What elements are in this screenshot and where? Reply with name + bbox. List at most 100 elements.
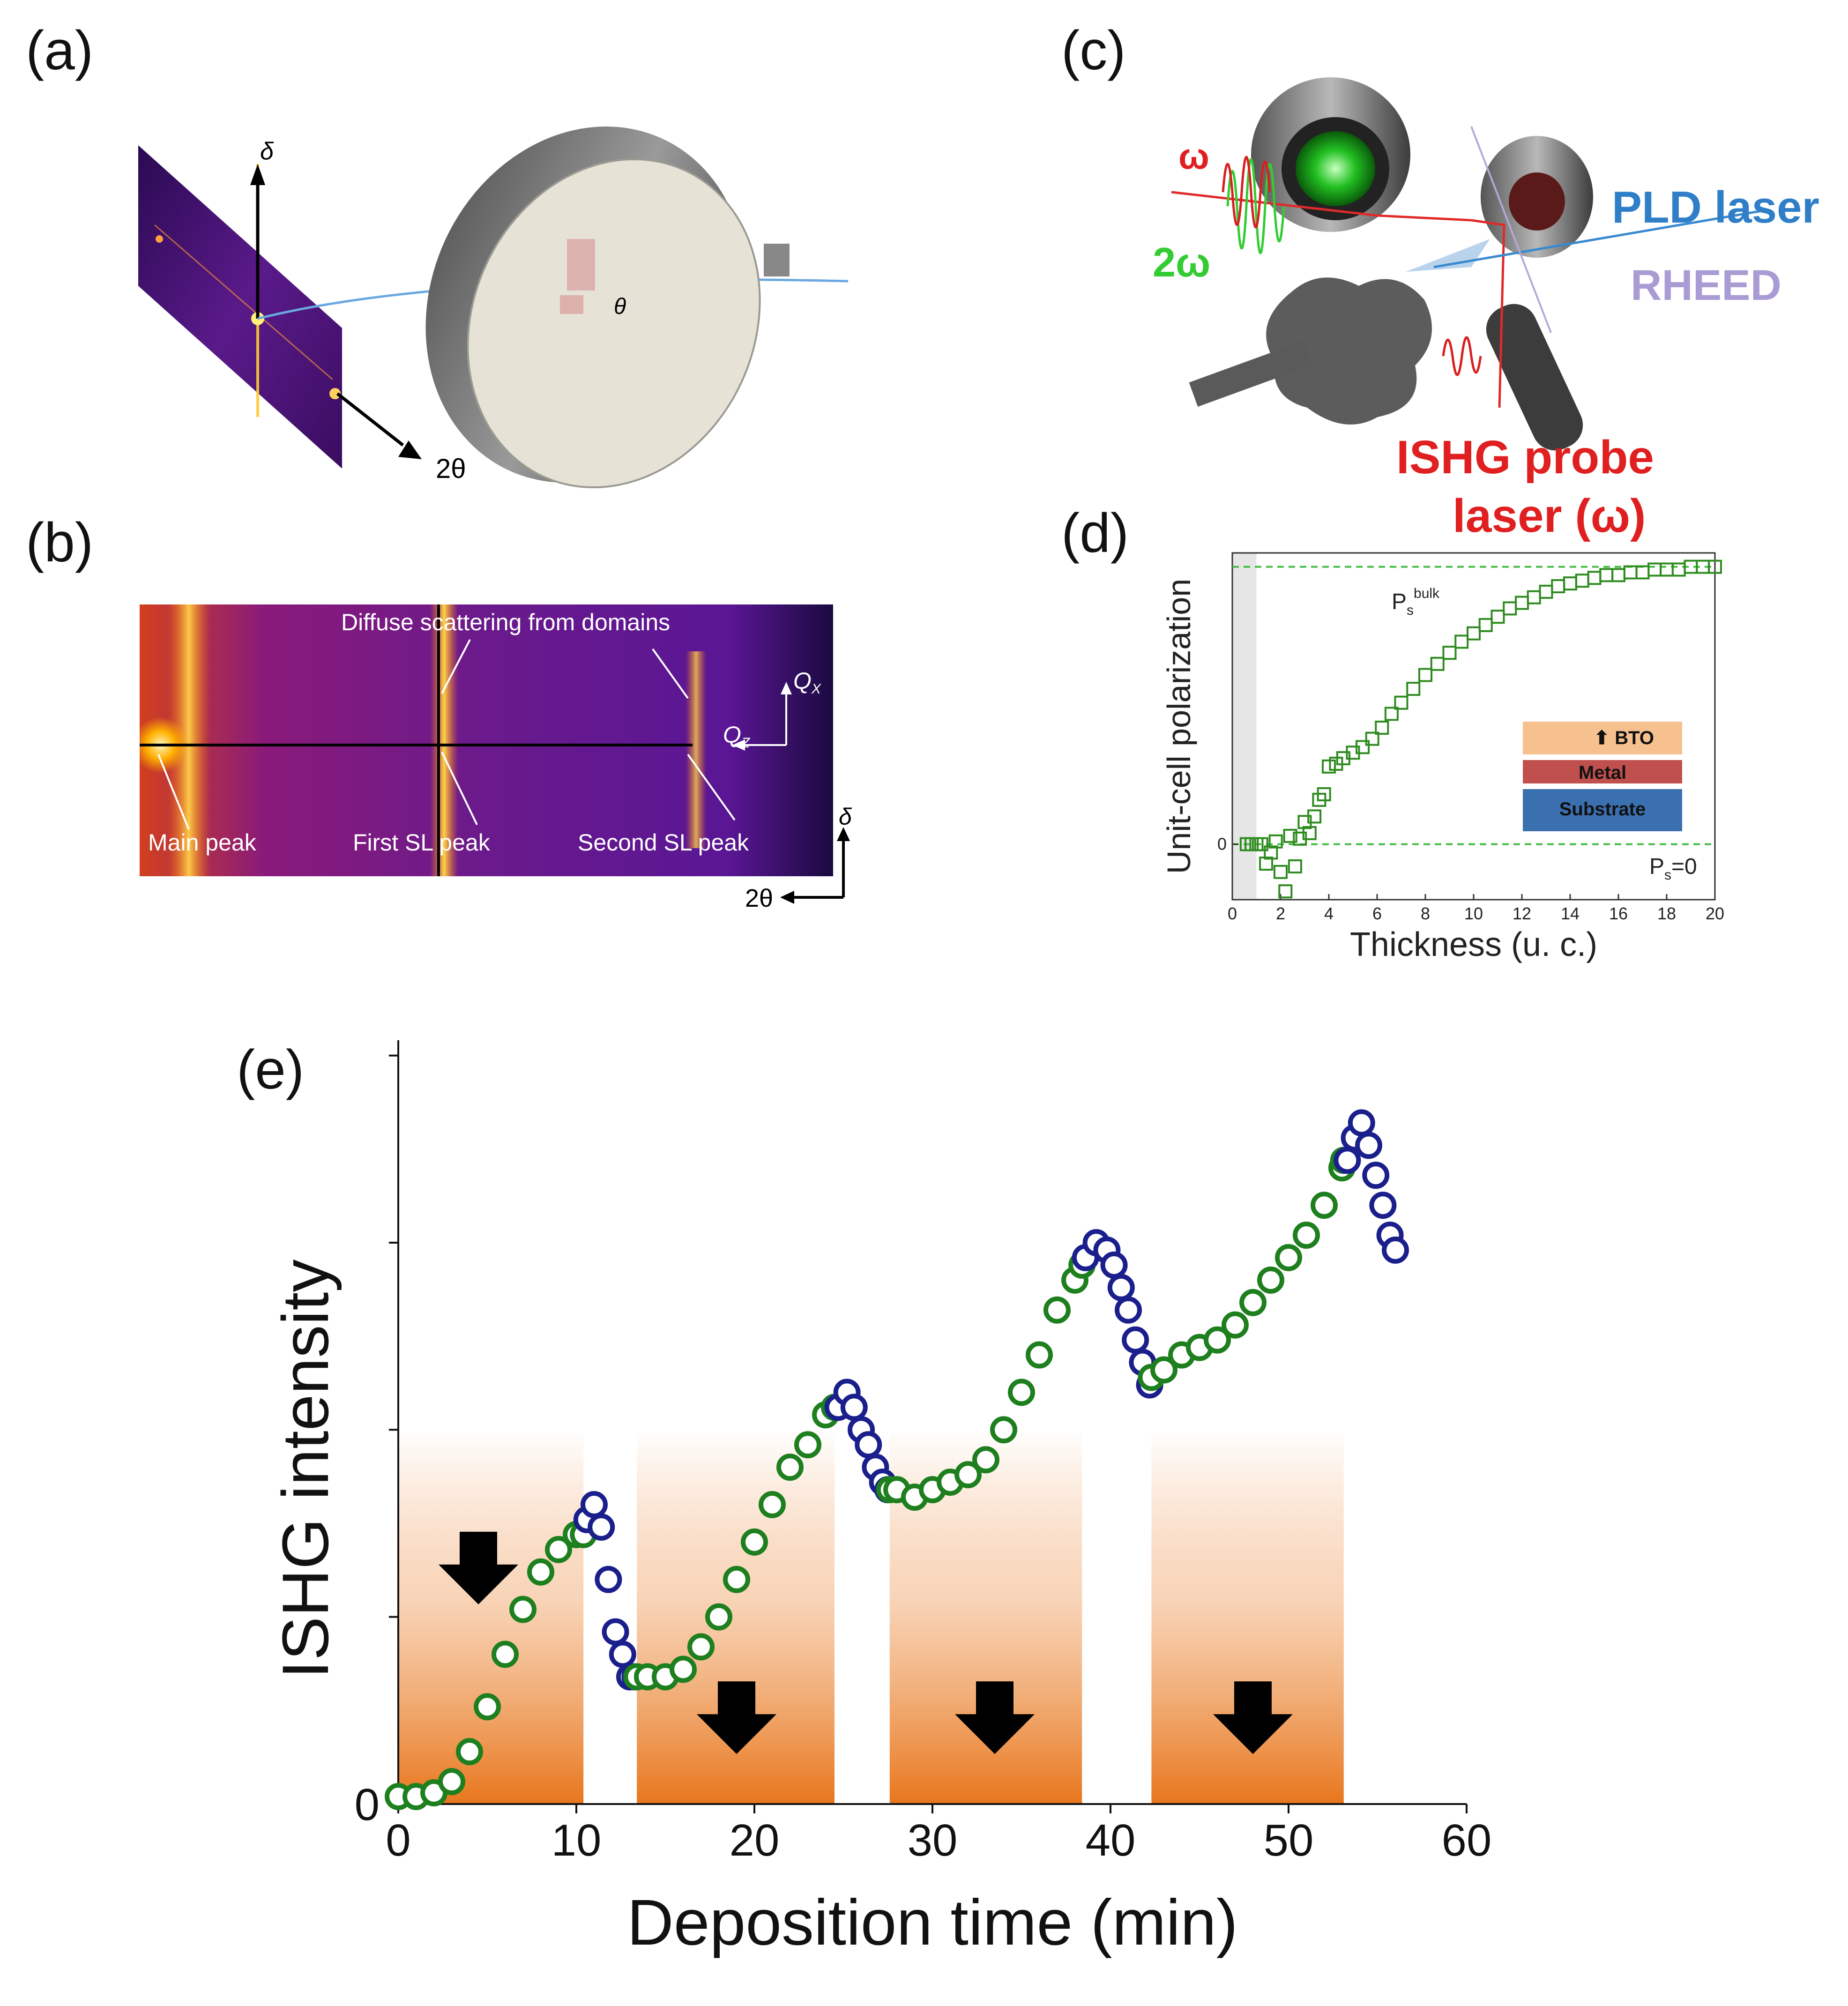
x-tick-label-9: 18 (1657, 904, 1676, 923)
qx-label: Q (793, 668, 812, 694)
e-point-7-0 (1334, 1147, 1361, 1174)
x-tick-label-4: 8 (1421, 904, 1430, 923)
e-point-0-4 (456, 1738, 483, 1766)
data-point-d-42 (1599, 568, 1614, 582)
e-point-7-3 (1355, 1132, 1382, 1159)
data-point-d-13 (1302, 826, 1317, 840)
x-tick-label-7: 14 (1561, 904, 1580, 923)
data-point-d-4 (1259, 857, 1274, 871)
e-point-1-5 (609, 1641, 636, 1668)
e-point-7-4 (1362, 1162, 1390, 1189)
annotation-main-peak: Main peak (148, 829, 257, 856)
legend-metal-label: Metal (1579, 762, 1626, 783)
e-point-2-7 (741, 1528, 768, 1556)
e-point-0-6 (492, 1641, 519, 1668)
e-series-7 (1334, 1109, 1409, 1264)
data-point-d-24 (1384, 707, 1399, 721)
svg-text:QX: QX (793, 668, 821, 697)
e-x-tick-label-6: 60 (1442, 1815, 1492, 1865)
panel-b-2theta-label: 2θ (745, 884, 773, 912)
ps-zero-label: Ps=0 (1649, 854, 1697, 883)
data-point-d-8 (1278, 884, 1293, 899)
data-point-d-27 (1418, 668, 1432, 682)
e-point-4-6 (972, 1446, 999, 1474)
e-point-1-4 (602, 1618, 629, 1646)
y-tick-label-0: 0 (1217, 835, 1227, 854)
e-point-0-3 (438, 1768, 465, 1796)
e-point-3-2 (840, 1394, 868, 1421)
shg-pulse (1226, 158, 1285, 254)
phosphor-screen-tube (1486, 304, 1583, 451)
data-point-d-29 (1442, 646, 1457, 660)
e-x-axis-label: Deposition time (min) (627, 1887, 1238, 1959)
e-y-tick-label-0: 0 (355, 1780, 380, 1830)
data-point-d-32 (1478, 618, 1493, 632)
qx-subscript: X (811, 681, 821, 697)
e-point-2-9 (776, 1454, 804, 1481)
data-point-d-28 (1430, 656, 1445, 671)
data-point-d-5 (1264, 845, 1278, 860)
data-point-d-16 (1317, 787, 1331, 802)
panel-label-e: (e) (237, 1039, 305, 1101)
x-tick-label-3: 6 (1372, 904, 1382, 923)
e-point-2-5 (705, 1603, 732, 1631)
panel-b-axes: δ 2θ (745, 806, 852, 912)
down-arrow-icon (697, 1681, 776, 1754)
e-point-1-2 (588, 1513, 615, 1541)
data-point-d-36 (1527, 590, 1541, 604)
data-point-d-39 (1563, 576, 1577, 591)
e-point-1-1 (581, 1491, 608, 1519)
data-point-d-41 (1587, 571, 1602, 585)
axis-2theta-label: 2θ (436, 454, 466, 484)
panel-a-diagram: δ 2θ θ (138, 127, 849, 489)
e-point-4-10 (1043, 1296, 1071, 1324)
x-tick-label-5: 10 (1464, 904, 1483, 923)
data-point-d-6 (1268, 834, 1283, 849)
ishg-probe-label-line2: laser (ω) (1453, 490, 1646, 542)
rheed-beam (1470, 126, 1552, 333)
e-point-6-9 (1293, 1221, 1320, 1249)
e-point-7-7 (1382, 1236, 1409, 1264)
y-axis-label: Unit-cell polarization (1161, 579, 1197, 874)
e-point-4-5 (954, 1461, 982, 1489)
e-x-tick-label-0: 0 (386, 1815, 410, 1865)
annotation-second-sl-peak: Second SL peak (578, 829, 749, 856)
e-point-2-8 (759, 1491, 786, 1519)
panel-b-map: Diffuse scattering from domains Main pea… (140, 604, 833, 876)
data-point-d-7 (1274, 865, 1288, 879)
e-point-3-4 (855, 1431, 882, 1459)
data-point-d-22 (1365, 731, 1379, 746)
data-point-d-30 (1454, 634, 1469, 649)
data-point-d-26 (1406, 682, 1421, 696)
data-point-d-25 (1394, 695, 1408, 710)
qz-label: Q (723, 722, 741, 748)
panel-e-chart: 0 10 20 30 40 50 60 0 Deposition time (min) ISHG … (268, 1040, 1492, 1959)
data-point-d-44 (1623, 565, 1638, 580)
panel-d-chart: 0 2 4 6 8 10 12 14 16 18 20 0 Thickness (u. c.) Unit-… (1161, 552, 1724, 963)
x-tick-label-8: 16 (1609, 904, 1628, 923)
e-point-6-10 (1311, 1192, 1338, 1219)
e-point-6-6 (1239, 1289, 1267, 1316)
data-point-d-31 (1467, 626, 1481, 641)
e-point-2-6 (723, 1566, 750, 1593)
data-point-d-9 (1283, 828, 1297, 843)
data-point-d-34 (1503, 601, 1517, 616)
data-point-d-46 (1647, 562, 1662, 577)
e-x-tick-label-2: 20 (730, 1815, 780, 1865)
detector-image (138, 145, 342, 469)
legend-bto-swatch (1523, 722, 1682, 754)
e-point-1-3 (595, 1566, 622, 1593)
x-tick-label-10: 20 (1706, 904, 1724, 923)
e-x-tick-label-5: 50 (1264, 1815, 1314, 1865)
ishg-probe-label-line1: ISHG probe (1396, 431, 1654, 484)
e-point-5-6 (1122, 1326, 1149, 1354)
probe-pulse (1442, 336, 1482, 376)
e-point-0-9 (545, 1536, 572, 1563)
down-arrow-icon (955, 1681, 1035, 1754)
e-point-2-10 (794, 1431, 821, 1459)
e-x-tick-label-1: 10 (551, 1815, 602, 1865)
data-point-d-40 (1575, 574, 1589, 588)
x-axis-label: Thickness (u. c.) (1350, 926, 1597, 963)
e-point-0-8 (527, 1558, 554, 1586)
e-point-5-3 (1100, 1251, 1128, 1279)
